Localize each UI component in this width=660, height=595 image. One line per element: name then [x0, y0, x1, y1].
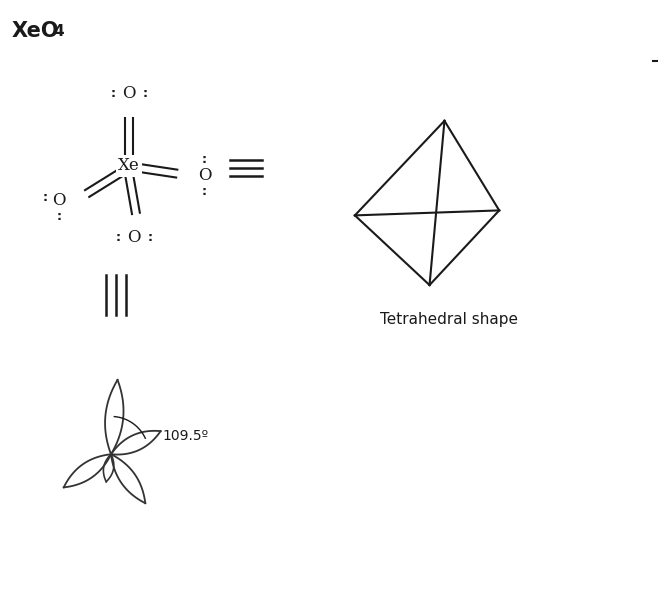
Text: O: O — [122, 86, 136, 102]
Text: O: O — [53, 192, 66, 209]
Text: Xe: Xe — [118, 157, 140, 174]
Text: 109.5º: 109.5º — [163, 430, 209, 443]
Text: :: : — [115, 231, 121, 244]
Text: Tetrahedral shape: Tetrahedral shape — [380, 312, 519, 327]
Text: O: O — [198, 167, 211, 184]
Text: :: : — [110, 87, 116, 101]
Text: :: : — [57, 210, 62, 223]
Text: XeO: XeO — [11, 21, 59, 41]
Text: 4: 4 — [53, 24, 64, 39]
Text: O: O — [127, 229, 141, 246]
Text: :: : — [147, 231, 152, 244]
Text: :: : — [43, 191, 48, 204]
Text: :: : — [202, 185, 207, 198]
Text: :: : — [143, 87, 147, 101]
Text: :: : — [202, 153, 207, 166]
